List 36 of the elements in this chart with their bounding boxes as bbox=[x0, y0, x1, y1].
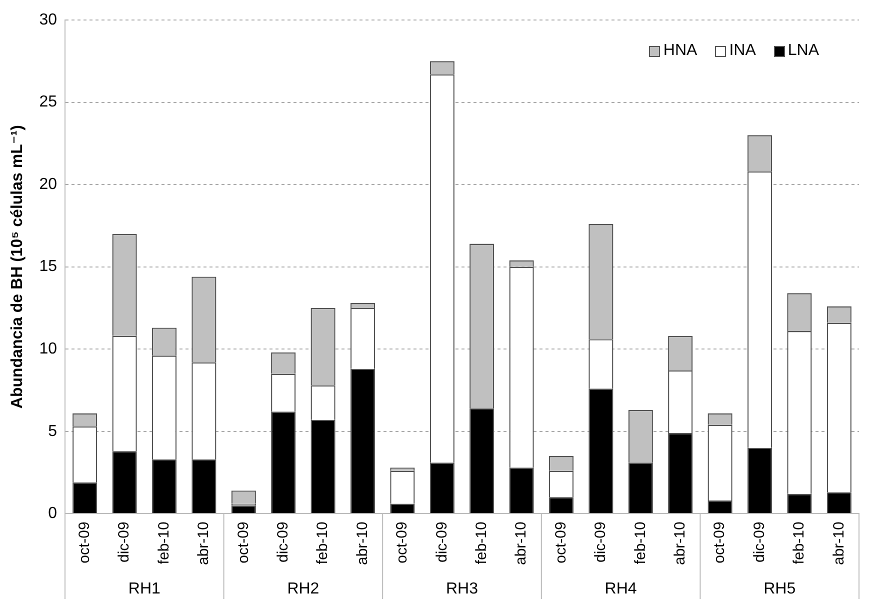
legend-label: LNA bbox=[788, 42, 819, 60]
x-tick-label: oct-09 bbox=[394, 522, 411, 564]
text: RH5 bbox=[764, 580, 796, 598]
text: RH2 bbox=[287, 580, 320, 598]
x-tick-label: abr-10 bbox=[830, 522, 848, 565]
x-tick-label: feb-10 bbox=[632, 522, 649, 564]
y-tick-label: 30 bbox=[39, 11, 58, 28]
x-tick-label: feb-10 bbox=[314, 522, 332, 564]
x-tick-label: oct-09 bbox=[76, 522, 93, 564]
x-tick-label: abr-10 bbox=[354, 522, 371, 565]
x-tick-label: feb-10 bbox=[472, 522, 490, 564]
y-tick-label: 25 bbox=[39, 94, 58, 111]
x-tick-label: feb-10 bbox=[790, 522, 808, 564]
x-tick-label: feb-10 bbox=[155, 522, 172, 564]
y-tick-label: 15 bbox=[39, 258, 58, 276]
text: RH3 bbox=[446, 580, 478, 598]
x-tick-label: dic-09 bbox=[750, 522, 768, 562]
x-tick-label: oct-09 bbox=[711, 522, 728, 564]
legend-label: HNA bbox=[663, 42, 698, 60]
y-tick-label: 20 bbox=[39, 176, 58, 193]
text: INA bbox=[729, 42, 756, 60]
text: RH4 bbox=[604, 580, 637, 598]
x-tick-label: abr-10 bbox=[195, 522, 212, 565]
x-tick-label: dic-09 bbox=[592, 522, 610, 562]
x-tick-label: oct-09 bbox=[552, 522, 570, 564]
x-tick-label: dic-09 bbox=[116, 522, 133, 562]
x-tick-label: abr-10 bbox=[671, 522, 688, 565]
x-tick-label: abr-10 bbox=[512, 522, 530, 565]
y-tick-label: 0 bbox=[48, 505, 58, 522]
x-tick-label: dic-09 bbox=[433, 522, 450, 562]
x-tick-label: dic-09 bbox=[274, 522, 292, 562]
y-tick-label: 10 bbox=[39, 340, 58, 358]
text: RH1 bbox=[128, 580, 160, 598]
y-tick-label: 5 bbox=[48, 422, 58, 440]
x-tick-label: oct-09 bbox=[234, 522, 252, 564]
y-axis-title: Abundancia de BH (10⁵ células mL⁻¹) bbox=[9, 125, 26, 409]
